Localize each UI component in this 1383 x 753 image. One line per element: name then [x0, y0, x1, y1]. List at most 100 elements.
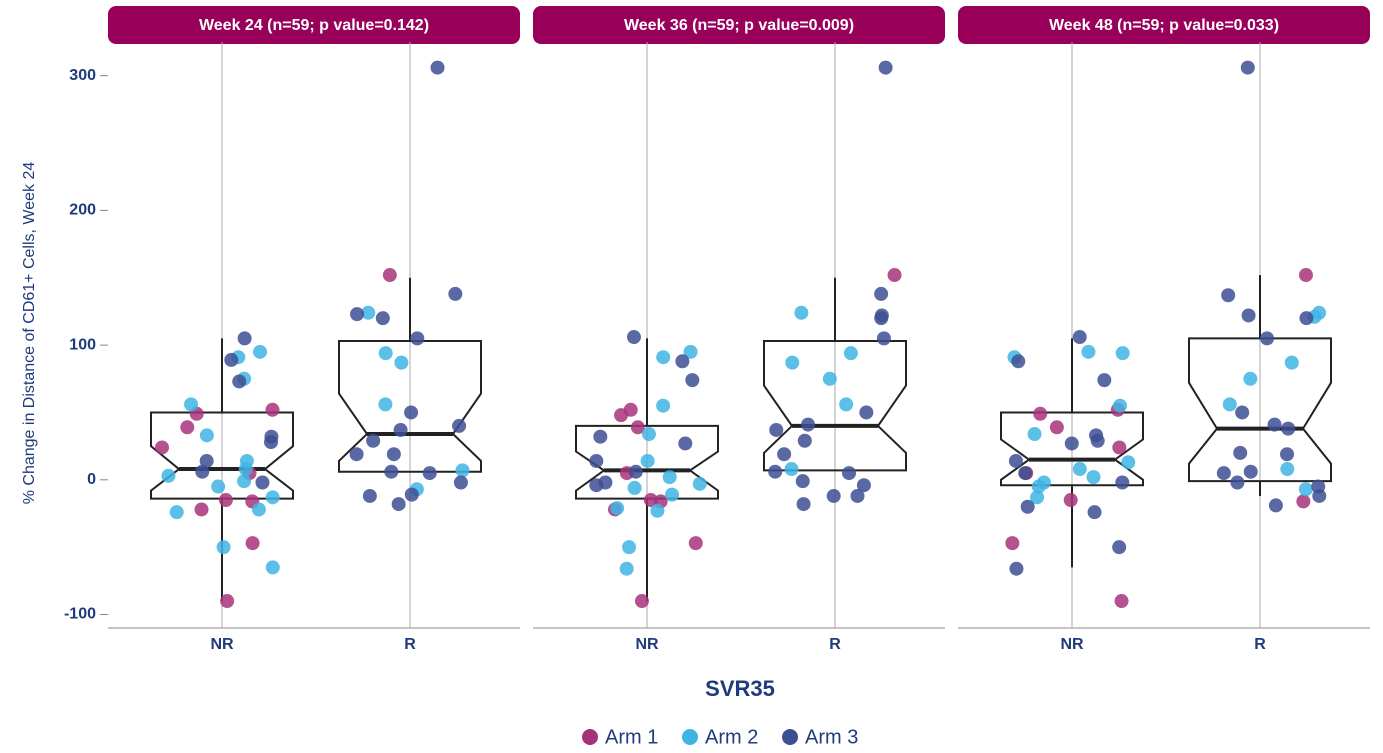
data-point: [386, 447, 401, 462]
data-point: [1296, 494, 1311, 509]
data-point: [393, 422, 408, 437]
data-point: [422, 466, 437, 481]
data-point: [404, 487, 419, 502]
data-point: [656, 398, 671, 413]
legend-label: Arm 2: [705, 726, 758, 748]
data-point: [255, 475, 270, 490]
data-point: [662, 470, 677, 485]
data-point: [455, 463, 470, 478]
data-point: [184, 397, 199, 412]
data-point: [784, 462, 799, 477]
data-point: [1115, 475, 1130, 490]
data-point: [627, 480, 642, 495]
data-point: [1011, 354, 1026, 369]
data-point: [410, 331, 425, 346]
data-point: [1072, 330, 1087, 345]
data-point: [1260, 331, 1275, 346]
data-point: [1113, 398, 1128, 413]
data-point: [768, 464, 783, 479]
data-point: [1031, 479, 1046, 494]
data-point: [1020, 499, 1035, 514]
data-point: [350, 307, 365, 322]
data-point: [199, 428, 214, 443]
data-point: [634, 594, 649, 609]
legend-label: Arm 1: [605, 726, 658, 748]
data-point: [675, 354, 690, 369]
data-point: [1112, 440, 1127, 455]
data-point: [640, 453, 655, 468]
data-point: [349, 447, 364, 462]
x-tick-label: NR: [1060, 636, 1084, 653]
data-point: [245, 536, 260, 551]
box: [338, 340, 482, 473]
data-point: [218, 493, 233, 508]
legend-marker: [782, 729, 798, 745]
data-point: [1216, 466, 1231, 481]
data-point: [650, 503, 665, 518]
box: [150, 411, 294, 500]
x-tick-label: NR: [635, 636, 659, 653]
data-point: [251, 502, 266, 517]
data-point: [253, 344, 268, 359]
legend-label: Arm 3: [805, 726, 858, 748]
data-point: [641, 427, 656, 442]
facet-title: Week 24 (n=59; p value=0.142): [199, 17, 429, 34]
data-point: [1090, 433, 1105, 448]
data-point: [378, 346, 393, 361]
data-point: [1230, 475, 1245, 490]
data-point: [264, 435, 279, 450]
data-point: [1049, 420, 1064, 435]
data-point: [1086, 470, 1101, 485]
data-point: [265, 402, 280, 417]
data-point: [382, 268, 397, 283]
data-point: [839, 397, 854, 412]
y-tick-label: 0: [87, 471, 96, 488]
x-tick-label: NR: [210, 636, 234, 653]
box: [763, 340, 907, 472]
data-point: [1081, 344, 1096, 359]
data-point: [232, 374, 247, 389]
data-point: [801, 417, 816, 432]
data-point: [678, 436, 693, 451]
data-point: [850, 488, 865, 503]
x-tick-label: R: [1254, 636, 1266, 653]
data-point: [630, 420, 645, 435]
data-point: [394, 355, 409, 370]
data-point: [391, 497, 406, 512]
data-point: [826, 488, 841, 503]
data-point: [685, 373, 700, 388]
data-point: [656, 350, 671, 365]
data-point: [859, 405, 874, 420]
data-point: [1114, 594, 1129, 609]
data-point: [1243, 464, 1258, 479]
data-point: [619, 561, 634, 576]
facet-title: Week 36 (n=59; p value=0.009): [624, 17, 854, 34]
data-point: [842, 466, 857, 481]
data-point: [785, 355, 800, 370]
data-point: [622, 540, 637, 555]
data-point: [795, 474, 810, 489]
data-point: [362, 488, 377, 503]
data-point: [378, 397, 393, 412]
data-point: [1221, 288, 1236, 303]
data-point: [822, 371, 837, 386]
y-axis-label: % Change in Distance of CD61+ Cells, Wee…: [21, 162, 38, 505]
data-point: [448, 286, 463, 301]
data-point: [1240, 60, 1255, 75]
data-point: [1121, 455, 1136, 470]
y-tick-label: 300: [69, 67, 96, 84]
data-point: [589, 453, 604, 468]
data-point: [1298, 482, 1313, 497]
data-point: [876, 331, 891, 346]
data-point: [265, 490, 280, 505]
data-point: [1064, 436, 1079, 451]
data-point: [1312, 488, 1327, 503]
box: [1188, 337, 1332, 483]
legend-marker: [582, 729, 598, 745]
data-point: [1280, 447, 1295, 462]
data-point: [238, 462, 253, 477]
data-point: [628, 464, 643, 479]
data-point: [874, 286, 889, 301]
y-tick-label: -100: [64, 606, 96, 623]
